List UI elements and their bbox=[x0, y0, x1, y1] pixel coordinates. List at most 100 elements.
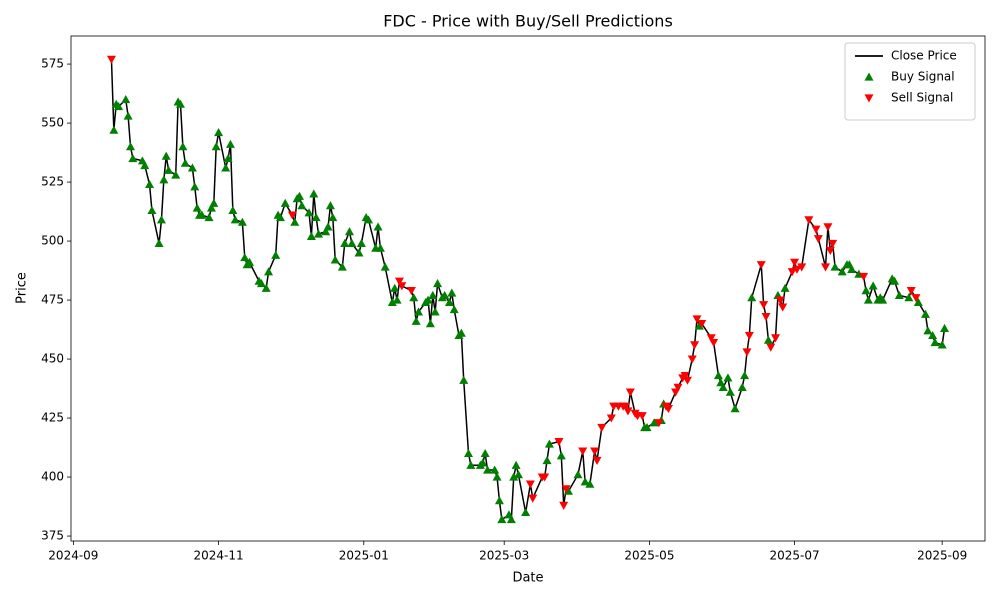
sell-marker bbox=[906, 287, 916, 296]
buy-marker bbox=[878, 295, 888, 304]
sell-marker bbox=[606, 414, 616, 423]
legend-label: Sell Signal bbox=[891, 91, 953, 105]
sell-marker bbox=[540, 473, 550, 482]
x-axis-label: Date bbox=[512, 571, 543, 586]
buy-marker bbox=[494, 496, 504, 505]
buy-marker bbox=[175, 99, 185, 108]
buy-marker bbox=[763, 335, 773, 344]
sell-marker bbox=[625, 388, 635, 397]
sell-marker bbox=[804, 216, 814, 225]
buy-marker bbox=[145, 179, 155, 189]
sell-marker bbox=[559, 501, 569, 510]
sell-marker bbox=[525, 480, 535, 489]
buy-marker bbox=[725, 387, 735, 396]
buy-marker bbox=[497, 515, 507, 524]
sell-marker bbox=[759, 301, 769, 310]
buy-marker bbox=[511, 460, 521, 469]
buy-marker bbox=[863, 295, 873, 304]
buy-marker bbox=[190, 182, 200, 191]
sell-marker bbox=[561, 485, 571, 494]
x-tick-label: 2024-11 bbox=[194, 549, 244, 563]
y-tick-label: 500 bbox=[41, 234, 64, 248]
sell-marker bbox=[397, 282, 407, 291]
legend-label: Close Price bbox=[891, 49, 957, 63]
buy-marker bbox=[237, 217, 247, 226]
buy-marker bbox=[214, 128, 224, 137]
buy-marker bbox=[321, 227, 331, 236]
buy-marker bbox=[928, 330, 938, 340]
sell-marker bbox=[578, 447, 588, 456]
buy-marker bbox=[521, 507, 531, 517]
buy-marker bbox=[433, 279, 443, 288]
buy-marker bbox=[304, 208, 314, 217]
buy-marker bbox=[228, 205, 238, 214]
buy-marker bbox=[542, 456, 552, 465]
buy-marker bbox=[723, 373, 733, 382]
buy-marker bbox=[490, 465, 500, 474]
buy-marker bbox=[180, 158, 190, 167]
buy-marker bbox=[411, 316, 421, 325]
x-tick-label: 2025-01 bbox=[339, 549, 389, 563]
buy-marker bbox=[940, 323, 950, 332]
sell-marker bbox=[797, 263, 807, 272]
sell-marker bbox=[637, 412, 647, 421]
buy-marker bbox=[128, 153, 138, 163]
buy-marker bbox=[718, 382, 728, 391]
buy-marker bbox=[204, 212, 214, 222]
buy-marker bbox=[192, 203, 202, 212]
buy-marker bbox=[161, 151, 171, 160]
buy-marker bbox=[573, 470, 583, 479]
buy-marker bbox=[425, 319, 435, 328]
buy-marker bbox=[478, 458, 488, 467]
buy-marker bbox=[483, 465, 493, 474]
buy-marker bbox=[913, 297, 923, 307]
buy-marker bbox=[890, 276, 900, 285]
sell-marker bbox=[823, 223, 833, 232]
sell-marker bbox=[811, 225, 821, 234]
buy-marker bbox=[123, 111, 133, 120]
buy-marker bbox=[373, 222, 383, 231]
buy-marker bbox=[713, 371, 723, 380]
buy-marker bbox=[264, 267, 274, 276]
sell-marker bbox=[623, 407, 633, 416]
sell-marker bbox=[554, 438, 564, 447]
buy-marker bbox=[837, 267, 847, 276]
buy-marker bbox=[156, 215, 166, 224]
buy-marker bbox=[380, 262, 390, 271]
buy-marker bbox=[337, 262, 347, 271]
buy-marker bbox=[197, 210, 207, 219]
buy-marker bbox=[387, 297, 397, 307]
buy-marker bbox=[649, 418, 659, 427]
sell-marker bbox=[771, 334, 781, 343]
buy-marker bbox=[920, 309, 930, 318]
x-tick-label: 2025-07 bbox=[770, 549, 820, 563]
buy-marker bbox=[230, 215, 240, 224]
y-tick-label: 450 bbox=[41, 352, 64, 366]
buy-marker bbox=[344, 227, 354, 236]
plot-area bbox=[106, 55, 950, 524]
x-tick-label: 2024-09 bbox=[48, 549, 98, 563]
buy-marker bbox=[314, 229, 324, 238]
buy-marker bbox=[354, 248, 364, 257]
buy-marker bbox=[126, 142, 136, 151]
axes-frame bbox=[70, 35, 986, 542]
legend-box bbox=[844, 42, 976, 121]
price-line bbox=[110, 59, 946, 523]
sell-marker bbox=[792, 265, 802, 274]
buy-marker bbox=[280, 198, 290, 207]
buy-marker bbox=[556, 451, 566, 460]
x-tick-label: 2025-03 bbox=[479, 549, 529, 563]
legend-marker bbox=[864, 72, 874, 81]
buy-marker bbox=[323, 222, 333, 231]
sell-marker bbox=[742, 348, 752, 357]
buy-marker bbox=[894, 290, 904, 299]
buy-marker bbox=[737, 382, 747, 391]
y-tick-label: 525 bbox=[41, 175, 64, 189]
buy-marker bbox=[375, 243, 385, 252]
buy-marker bbox=[309, 189, 319, 198]
buy-marker bbox=[392, 295, 402, 304]
buy-marker bbox=[206, 203, 216, 212]
y-axis-label: Price bbox=[15, 272, 30, 304]
y-tick-label: 575 bbox=[41, 57, 64, 71]
